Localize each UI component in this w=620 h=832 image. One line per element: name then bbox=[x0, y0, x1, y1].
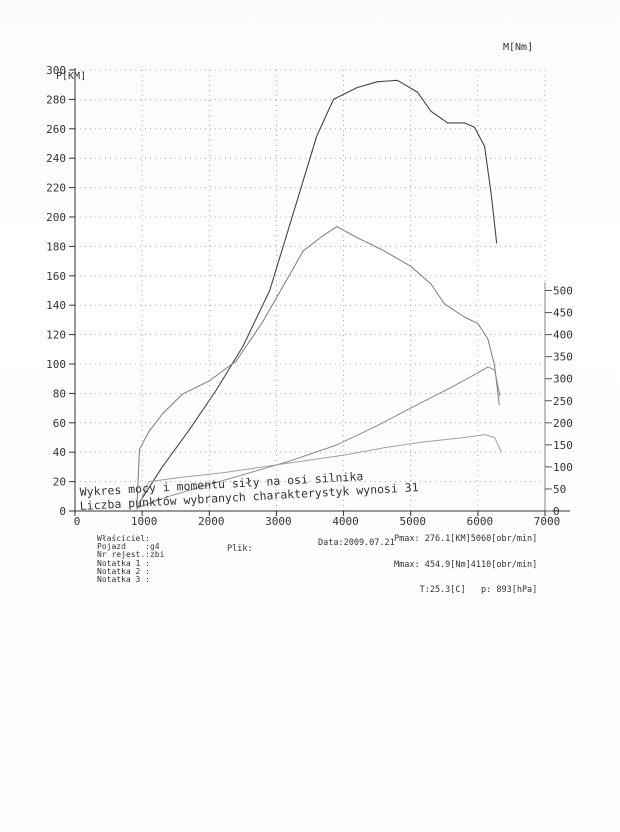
x-tick-label: 4000 bbox=[332, 515, 359, 528]
right-tick-label: 300 bbox=[553, 373, 573, 386]
right-tick-label: 0 bbox=[553, 505, 560, 518]
owner-field: Właściciel: bbox=[97, 534, 150, 543]
vehicle-info-block: Właściciel: Pojazd :g4 Nr rejest.:zbi No… bbox=[97, 534, 165, 585]
series-line-1 bbox=[138, 79, 498, 504]
right-tick-label: 250 bbox=[553, 395, 573, 408]
stats-block: Pmax: 276.1[KM]5060[obr/min] Mmax: 454.9… bbox=[394, 518, 537, 603]
left-tick-label: 60 bbox=[53, 417, 66, 430]
axes-layer bbox=[69, 68, 570, 516]
left-tick-label: 140 bbox=[46, 299, 66, 312]
right-tick-label: 100 bbox=[553, 461, 573, 474]
left-tick-label: 300 bbox=[46, 64, 66, 77]
mmax-readout: Mmax: 454.9[Nm]4110[obr/min] bbox=[394, 559, 538, 570]
right-tick-label: 450 bbox=[553, 307, 573, 320]
right-axis-label: M[Nm] bbox=[503, 42, 533, 53]
left-tick-label: 240 bbox=[46, 152, 66, 165]
left-tick-label: 40 bbox=[53, 446, 66, 459]
series-line-2 bbox=[136, 226, 500, 509]
x-tick-label: 5000 bbox=[399, 515, 426, 528]
x-tick-label: 1000 bbox=[131, 515, 158, 528]
left-tick-label: 160 bbox=[46, 270, 66, 283]
series-layer bbox=[136, 79, 502, 510]
series-line-3 bbox=[136, 366, 501, 509]
temperature-pressure-readout: T:25.3[C] p: 893[hPa] bbox=[419, 585, 538, 595]
left-tick-label: 260 bbox=[46, 123, 66, 136]
note-2-field: Notatka 2 : bbox=[97, 566, 150, 576]
left-tick-label: 0 bbox=[59, 505, 66, 518]
registration-field: Nr rejest.:zbi bbox=[97, 550, 165, 560]
right-tick-label: 400 bbox=[553, 329, 573, 342]
right-tick-label: 500 bbox=[553, 285, 573, 298]
labels-layer: 0 20 40 60 80 100 120 140 160 180 200 220 240 260 280 3… bbox=[46, 64, 573, 528]
x-tick-label: 3000 bbox=[265, 515, 292, 528]
left-tick-label: 80 bbox=[53, 387, 66, 400]
grid-layer bbox=[75, 69, 546, 511]
file-label: Plik: bbox=[227, 544, 253, 554]
note-3-field: Notatka 3 : bbox=[97, 575, 150, 585]
note-1-field: Notatka 1 : bbox=[97, 558, 150, 568]
left-tick-label: 200 bbox=[46, 211, 66, 224]
x-tick-label: 0 bbox=[74, 515, 81, 528]
x-tick-label: 6000 bbox=[467, 515, 494, 528]
series-line-4 bbox=[136, 434, 502, 510]
left-tick-label: 280 bbox=[46, 93, 66, 106]
x-tick-label: 7000 bbox=[534, 515, 561, 528]
left-tick-label: 20 bbox=[53, 476, 66, 489]
right-tick-label: 50 bbox=[553, 483, 566, 496]
left-tick-label: 100 bbox=[46, 358, 66, 371]
vehicle-field: Pojazd :g4 bbox=[97, 542, 160, 552]
right-tick-label: 200 bbox=[553, 417, 573, 430]
left-tick-label: 120 bbox=[46, 329, 66, 342]
right-tick-label: 150 bbox=[553, 439, 573, 452]
left-tick-label: 180 bbox=[46, 240, 66, 253]
pmax-readout: Pmax: 276.1[KM]5060[obr/min] bbox=[394, 534, 538, 544]
x-tick-label: 2000 bbox=[198, 515, 225, 528]
left-tick-label: 220 bbox=[46, 182, 66, 195]
test-date: Data:2009.07.21 bbox=[318, 538, 395, 548]
left-axis-label: P[KM] bbox=[56, 71, 86, 82]
right-tick-label: 350 bbox=[553, 351, 573, 364]
